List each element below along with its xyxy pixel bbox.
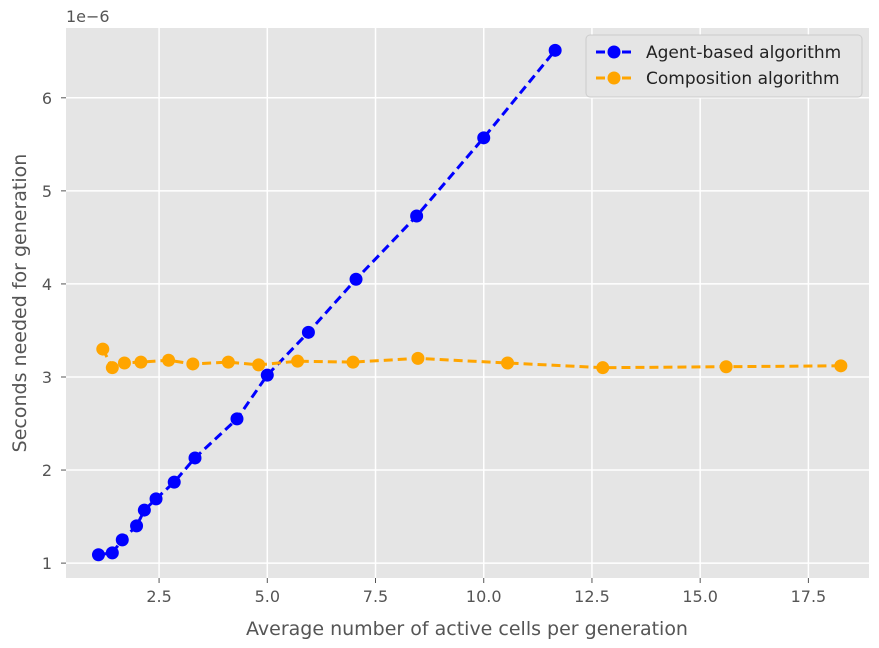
data-point-1 — [346, 355, 360, 369]
y-tick-label: 5 — [42, 182, 52, 201]
x-tick-label: 12.5 — [574, 587, 610, 606]
y-tick-label: 3 — [42, 368, 52, 387]
data-point-0 — [167, 475, 181, 489]
legend-marker-agent — [607, 45, 621, 59]
data-point-1 — [411, 351, 425, 365]
data-point-0 — [130, 519, 144, 533]
data-point-0 — [105, 546, 119, 560]
data-point-1 — [162, 353, 176, 367]
data-point-0 — [188, 451, 202, 465]
legend-label-composition: Composition algorithm — [646, 69, 840, 89]
data-point-0 — [477, 131, 491, 145]
data-point-0 — [548, 43, 562, 57]
series-layer — [91, 43, 848, 562]
legend: Agent-based algorithm Composition algori… — [585, 34, 863, 98]
data-point-1 — [291, 354, 305, 368]
x-tick-label: 15.0 — [682, 587, 718, 606]
y-tick-label: 6 — [42, 89, 52, 108]
data-point-1 — [719, 360, 733, 374]
x-tick-label: 17.5 — [791, 587, 827, 606]
data-point-1 — [117, 356, 131, 370]
y-tick-label: 1 — [42, 554, 52, 573]
plot-area — [66, 28, 869, 578]
data-point-0 — [137, 503, 151, 517]
y-tick-label: 4 — [42, 275, 52, 294]
x-tick-label: 7.5 — [363, 587, 388, 606]
data-point-1 — [221, 355, 235, 369]
x-tick-label: 10.0 — [466, 587, 502, 606]
data-point-0 — [115, 533, 129, 547]
y-axis-label: Seconds needed for generation — [9, 154, 31, 453]
data-point-0 — [301, 325, 315, 339]
data-point-1 — [105, 361, 119, 375]
data-point-1 — [186, 357, 200, 371]
x-tick-label: 5.0 — [255, 587, 280, 606]
x-axis-label: Average number of active cells per gener… — [246, 618, 688, 640]
data-point-0 — [260, 368, 274, 382]
grid-lines — [66, 28, 869, 578]
data-point-0 — [349, 272, 363, 286]
legend-marker-composition — [607, 71, 621, 85]
legend-box — [585, 34, 863, 98]
data-point-1 — [596, 361, 610, 375]
x-axis-ticks: 2.5 5.0 7.5 10.0 12.5 15.0 17.5 — [146, 578, 826, 606]
data-point-1 — [96, 342, 110, 356]
legend-label-agent: Agent-based algorithm — [646, 43, 841, 63]
y-tick-label: 2 — [42, 461, 52, 480]
data-point-0 — [230, 412, 244, 426]
data-point-1 — [834, 359, 848, 373]
y-axis-offset-label: 1e−6 — [66, 7, 110, 26]
data-point-1 — [501, 356, 515, 370]
data-point-1 — [134, 355, 148, 369]
data-point-0 — [91, 548, 105, 562]
x-tick-label: 2.5 — [146, 587, 171, 606]
y-axis-ticks: 1 2 3 4 5 6 — [42, 89, 66, 573]
data-point-1 — [252, 358, 266, 372]
data-point-0 — [410, 209, 424, 223]
data-point-0 — [149, 492, 163, 506]
